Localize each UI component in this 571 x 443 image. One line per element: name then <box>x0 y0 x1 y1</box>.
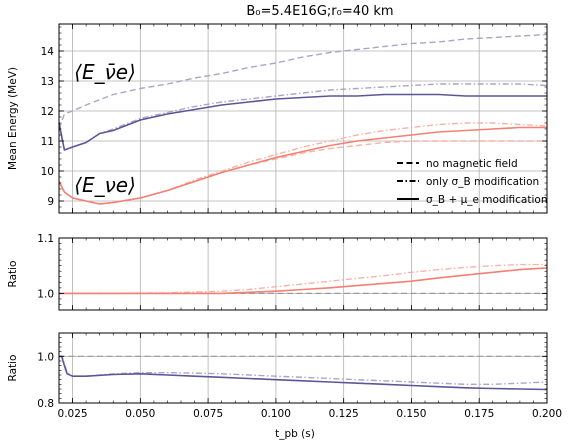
legend: no magnetic field only σ_B modification σ_… <box>397 158 547 206</box>
x-tick-label: 0.050 <box>125 408 155 420</box>
nue-mean-energy-label: ⟨E_νe⟩ <box>74 173 136 197</box>
y-tick-label: 0.8 <box>37 398 54 410</box>
nue-ratio-panel: 1.0 1.1 Ratio <box>7 233 548 311</box>
series-line-nue-dashdot <box>59 263 547 295</box>
y-tick-label: 11 <box>41 136 54 148</box>
axis-ticks <box>58 24 548 214</box>
y-axis-label: Ratio <box>7 261 19 288</box>
legend-label: no magnetic field <box>426 158 518 170</box>
x-tick-label: 0.150 <box>396 408 426 420</box>
y-tick-label: 12 <box>41 106 54 118</box>
x-tick-label: 0.100 <box>261 408 291 420</box>
y-tick-label: 1.0 <box>37 351 54 363</box>
y-tick-label: 1.1 <box>37 233 54 245</box>
x-tick-label: 0.200 <box>532 408 562 420</box>
x-axis-label: t_pb (s) <box>275 428 315 440</box>
antinue-mean-energy-label: ⟨E_ν̄e⟩ <box>74 60 136 84</box>
grid <box>59 333 547 404</box>
series-line-antinue-solid <box>59 355 548 391</box>
x-tick-label: 0.175 <box>464 408 494 420</box>
series-line-antinue-dashed <box>58 33 548 130</box>
figure-title: B₀=5.4E16G;r₀=40 km <box>246 4 393 19</box>
y-tick-label: 1.0 <box>37 288 54 300</box>
series-line-nue-solid <box>59 267 548 295</box>
y-axis-label: Mean Energy (MeV) <box>7 67 19 170</box>
axis-ticks <box>58 332 548 404</box>
x-tick-label: 0.075 <box>193 408 223 420</box>
y-tick-label: 14 <box>41 46 55 58</box>
y-tick-label: 13 <box>41 76 54 88</box>
x-tick-label: 0.125 <box>329 408 359 420</box>
y-tick-label: 9 <box>47 196 54 208</box>
x-tick-label: 0.025 <box>58 408 88 420</box>
legend-label: σ_B + μ_e modification <box>426 194 547 206</box>
legend-label: only σ_B modification <box>426 176 539 188</box>
y-tick-label: 10 <box>41 166 54 178</box>
mean-energy-panel: 9 10 11 12 13 14 Mean Energy (MeV) <box>7 23 548 214</box>
series-line-antinue-dashdot <box>58 83 548 151</box>
antinue-ratio-panel: 0.8 1.0 0.025 0.050 0.075 0.100 0.125 0.150 0.17… <box>7 332 562 420</box>
y-axis-label: Ratio <box>7 355 19 382</box>
axes-frame <box>58 332 548 404</box>
series-line-antinue-solid <box>58 93 547 151</box>
series-line-antinue-dashdot <box>59 355 548 385</box>
axis-ticks <box>58 237 548 311</box>
series-line-nue-solid <box>58 126 547 205</box>
